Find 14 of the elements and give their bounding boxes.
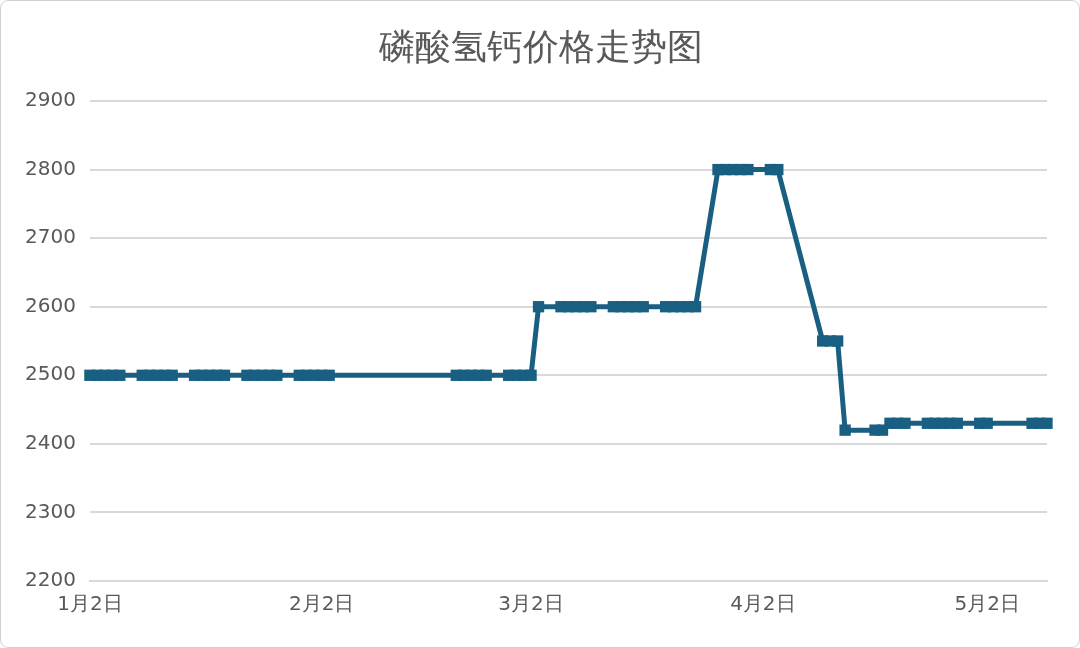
x-tick-label: 3月2日 — [498, 591, 564, 616]
x-tick-label: 5月2日 — [954, 591, 1020, 616]
y-tick-label: 2800 — [24, 155, 76, 180]
chart-title: 磷酸氢钙价格走势图 — [378, 25, 704, 69]
x-tick-label: 1月2日 — [57, 591, 123, 616]
x-tick-label: 2月2日 — [288, 591, 355, 616]
x-tick-label: 4月2日 — [730, 591, 796, 616]
y-tick-label: 2600 — [24, 292, 76, 317]
y-tick-label: 2700 — [24, 224, 76, 249]
y-tick-label: 2200 — [24, 567, 76, 592]
y-tick-label: 2500 — [24, 361, 76, 386]
y-tick-label: 2300 — [24, 498, 76, 523]
y-tick-label: 2900 — [24, 87, 76, 112]
y-tick-label: 2400 — [24, 430, 76, 455]
